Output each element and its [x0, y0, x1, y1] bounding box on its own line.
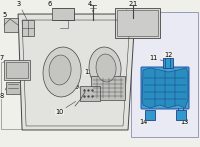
Text: 9: 9 — [75, 84, 80, 90]
Text: 7: 7 — [0, 55, 4, 62]
Bar — [80, 86, 100, 101]
Text: 6: 6 — [48, 1, 56, 10]
Text: 11: 11 — [149, 55, 165, 61]
Bar — [22, 20, 34, 36]
Text: 2: 2 — [127, 1, 133, 10]
Ellipse shape — [89, 47, 121, 89]
Bar — [131, 12, 198, 137]
Ellipse shape — [96, 54, 116, 82]
Ellipse shape — [43, 47, 81, 97]
Text: 1: 1 — [132, 1, 136, 11]
Bar — [91, 76, 125, 100]
Text: 15: 15 — [84, 69, 95, 76]
Bar — [117, 10, 158, 36]
Bar — [4, 18, 18, 32]
Bar — [4, 60, 30, 80]
Bar — [115, 8, 160, 38]
Bar — [163, 58, 173, 68]
Text: 4: 4 — [88, 1, 93, 12]
Bar — [1, 62, 32, 129]
Text: 5: 5 — [2, 12, 8, 22]
Text: 3: 3 — [17, 1, 27, 20]
Bar — [176, 110, 186, 120]
Bar — [88, 35, 126, 87]
Bar — [145, 110, 155, 120]
FancyBboxPatch shape — [141, 67, 189, 109]
Text: 14: 14 — [139, 119, 150, 125]
Bar — [52, 8, 74, 20]
Ellipse shape — [49, 55, 71, 85]
Text: 10: 10 — [55, 101, 76, 115]
Text: 12: 12 — [164, 52, 172, 58]
Polygon shape — [18, 14, 135, 130]
Polygon shape — [142, 68, 188, 108]
Text: 13: 13 — [180, 119, 188, 125]
Bar — [6, 62, 28, 78]
Bar — [6, 82, 20, 94]
Text: 8: 8 — [0, 88, 6, 99]
